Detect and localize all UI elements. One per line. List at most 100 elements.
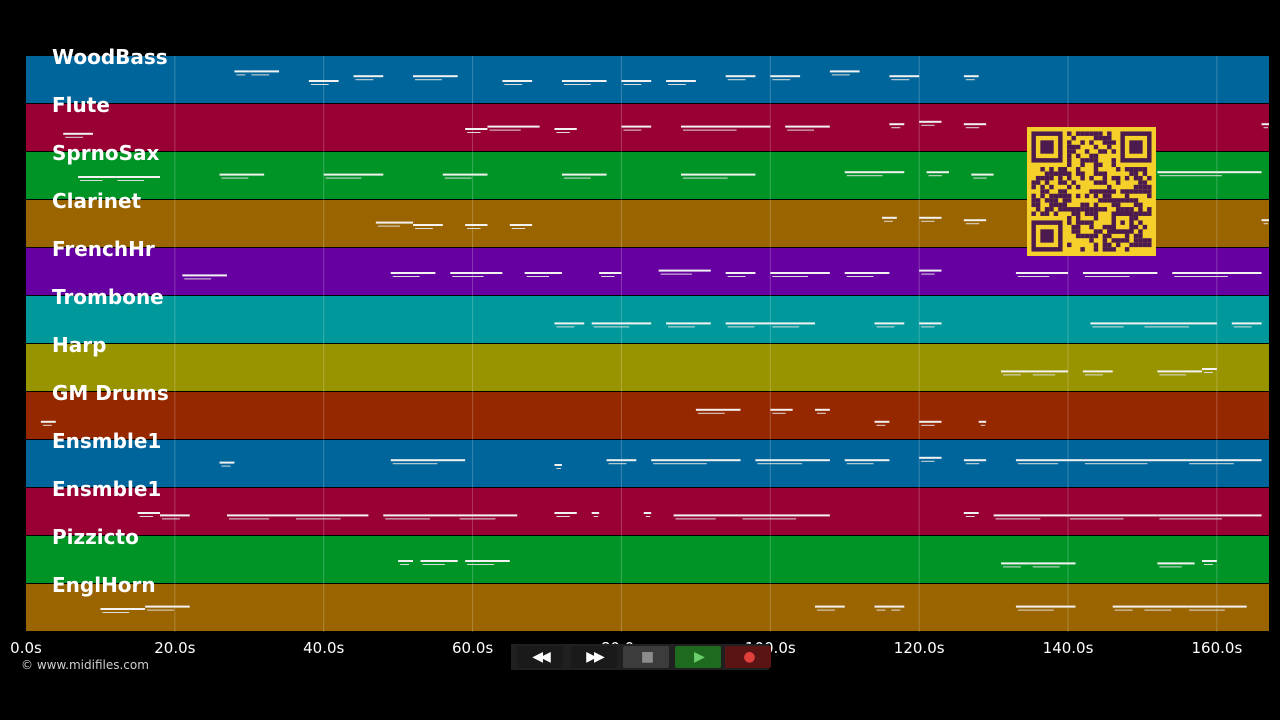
note-mark: [219, 461, 235, 464]
note-mark: [323, 173, 384, 176]
note-mark: [1015, 459, 1083, 462]
note-mark: [390, 272, 436, 274]
note-mark: [1157, 370, 1203, 373]
note-mark: [65, 136, 84, 138]
note-mark: [643, 512, 652, 514]
track-lane-9: [26, 440, 1269, 487]
note-mark: [236, 74, 246, 76]
note-mark: [673, 514, 741, 517]
note-mark: [675, 518, 716, 520]
stop-button[interactable]: ■: [623, 646, 669, 668]
note-mark: [1003, 566, 1021, 568]
note-mark: [1159, 518, 1222, 520]
note-mark: [1090, 322, 1143, 325]
play-button[interactable]: ▶: [675, 646, 721, 668]
note-mark: [420, 560, 458, 562]
note-mark: [40, 420, 56, 423]
note-mark: [117, 180, 145, 181]
track-lane-10: [26, 488, 1269, 535]
fast-forward-button[interactable]: ▶▶: [571, 646, 617, 668]
note-mark: [874, 605, 890, 608]
note-mark: [1189, 463, 1234, 465]
note-mark: [1157, 562, 1195, 565]
note-mark: [844, 459, 890, 462]
note-mark: [137, 512, 160, 514]
note-mark: [770, 408, 793, 411]
note-mark: [1187, 459, 1262, 462]
note-mark: [1204, 372, 1213, 373]
note-mark: [1159, 175, 1222, 177]
note-mark: [1202, 560, 1217, 562]
note-mark: [1084, 463, 1148, 465]
note-mark: [226, 514, 294, 517]
note-mark: [772, 326, 800, 328]
note-mark: [921, 220, 935, 222]
note-mark: [1001, 370, 1031, 373]
note-mark: [1159, 374, 1187, 376]
note-mark: [660, 273, 692, 275]
note-mark: [1202, 368, 1217, 370]
note-mark: [489, 129, 521, 131]
note-mark: [844, 272, 890, 274]
note-mark: [1030, 562, 1076, 565]
note-mark: [561, 173, 607, 176]
note-mark: [1084, 374, 1103, 376]
note-mark: [770, 75, 801, 78]
note-mark: [415, 79, 442, 81]
note-mark: [392, 463, 438, 465]
note-mark: [526, 276, 550, 277]
note-mark: [1142, 605, 1188, 608]
note-mark: [658, 269, 711, 272]
rewind-icon: ◀◀: [532, 649, 551, 665]
note-mark: [1017, 609, 1054, 611]
track-label: Flute: [52, 93, 110, 117]
track-label: Clarinet: [52, 189, 142, 213]
note-mark: [390, 459, 466, 462]
note-mark: [727, 276, 746, 277]
note-mark: [308, 80, 339, 82]
time-tick-label: 20.0s: [154, 639, 196, 657]
note-mark: [919, 456, 942, 459]
note-mark: [563, 84, 591, 85]
note-mark: [556, 326, 575, 328]
stop-icon: ■: [640, 649, 654, 665]
credit-text: © www.midifiles.com: [21, 658, 149, 672]
note-mark: [502, 80, 533, 82]
note-mark: [355, 79, 374, 81]
record-button[interactable]: ●: [725, 646, 771, 668]
note-mark: [623, 129, 642, 131]
note-mark: [450, 272, 503, 274]
note-mark: [889, 75, 920, 78]
rewind-button[interactable]: ◀◀: [517, 646, 563, 668]
note-mark: [1015, 272, 1069, 274]
note-mark: [1187, 605, 1247, 608]
track-lane-8: [26, 392, 1269, 439]
note-mark: [100, 608, 146, 610]
note-mark: [561, 80, 607, 82]
note-mark: [1204, 564, 1213, 565]
track-label: Ensmble1: [52, 477, 162, 501]
note-mark: [459, 518, 496, 520]
note-mark: [1174, 276, 1228, 277]
note-mark: [465, 560, 510, 562]
note-mark: [1231, 322, 1262, 325]
track-label: Harp: [52, 333, 107, 357]
note-mark: [554, 464, 562, 466]
note-mark: [727, 79, 746, 81]
note-mark: [452, 276, 484, 277]
note-mark: [504, 84, 523, 85]
note-mark: [965, 79, 975, 81]
note-mark: [919, 269, 942, 272]
note-mark: [442, 173, 488, 176]
track-label: WoodBass: [52, 45, 168, 69]
note-mark: [846, 276, 874, 277]
note-mark: [563, 177, 591, 179]
note-mark: [509, 224, 533, 226]
note-mark: [973, 177, 987, 179]
note-mark: [928, 175, 943, 177]
note-mark: [876, 609, 886, 611]
note-mark: [755, 459, 830, 462]
note-mark: [621, 80, 652, 82]
note-mark: [601, 276, 615, 277]
